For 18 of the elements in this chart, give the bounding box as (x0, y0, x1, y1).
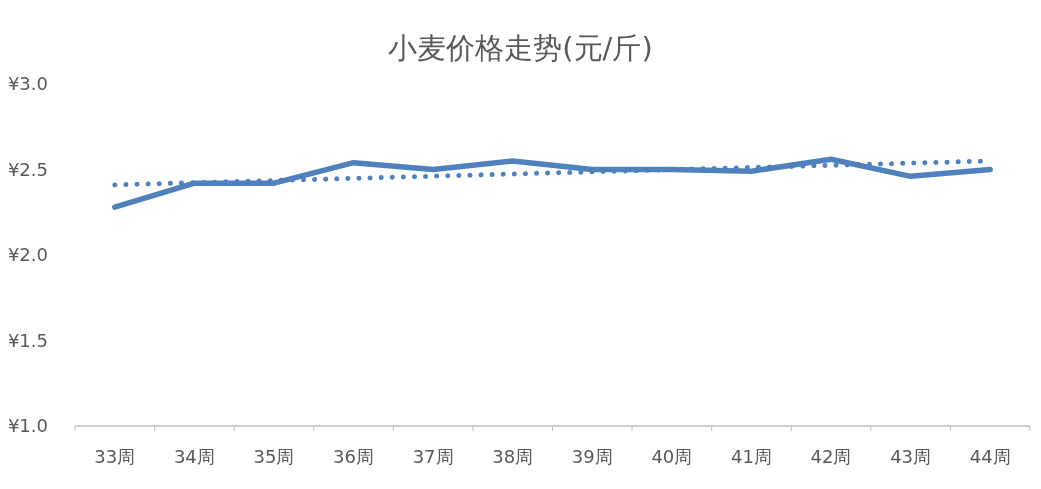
chart-title: 小麦价格走势(元/斤) (388, 31, 653, 65)
x-tick-label: 39周 (571, 446, 613, 467)
x-tick-label: 38周 (492, 446, 534, 467)
y-tick-label: ¥3.0 (7, 73, 48, 94)
y-tick-label: ¥1.5 (7, 329, 48, 351)
x-tick-label: 44周 (969, 446, 1011, 467)
x-tick-label: 33周 (94, 446, 136, 467)
x-tick-label: 42周 (810, 446, 852, 467)
x-tick-label: 43周 (890, 446, 932, 467)
x-tick-label: 35周 (253, 446, 295, 467)
x-tick-label: 34周 (173, 446, 215, 467)
y-tick-label: ¥2.5 (7, 158, 48, 180)
y-tick-label: ¥2.0 (7, 244, 48, 265)
y-tick-label: ¥1.0 (7, 415, 48, 436)
x-tick-label: 37周 (412, 446, 454, 467)
x-tick-label: 36周 (333, 446, 374, 467)
x-tick-label: 41周 (731, 446, 772, 467)
x-tick-label: 40周 (651, 446, 693, 467)
